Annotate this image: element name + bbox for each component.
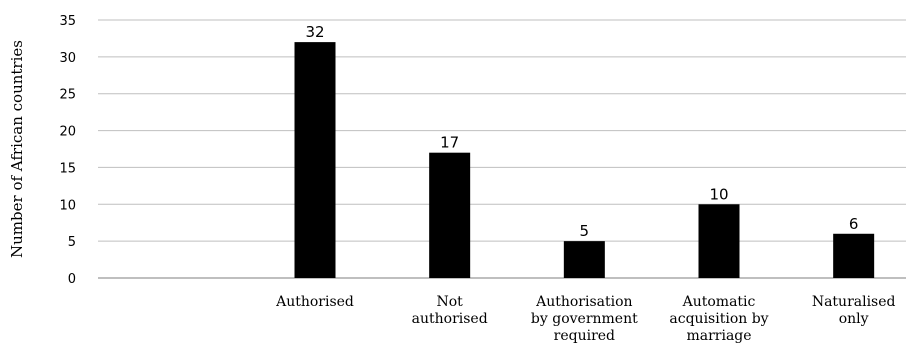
x-axis-categories: Authorised Not authorised Authorisation by g… (275, 294, 895, 344)
bar (563, 241, 605, 278)
x-tick-label: Naturalised only (812, 294, 896, 327)
y-axis-label: Number of African countries (8, 40, 26, 258)
data-labels: 32 17 5 10 6 (305, 23, 858, 240)
bar (294, 42, 336, 278)
y-tick-label: 35 (59, 14, 76, 29)
bar (698, 204, 740, 278)
x-tick-label: Not authorised (412, 294, 488, 327)
y-axis-ticks: 0 5 10 15 20 25 30 35 (59, 14, 76, 287)
data-label: 6 (849, 215, 859, 233)
y-tick-label: 30 (59, 51, 76, 66)
data-label: 5 (580, 222, 590, 240)
x-tick-label: Automatic acquisition by marriage (669, 294, 768, 344)
y-tick-label: 0 (68, 272, 76, 287)
gridlines (98, 19, 906, 279)
bars (294, 42, 875, 278)
y-tick-label: 10 (59, 198, 76, 213)
y-tick-label: 15 (59, 161, 76, 176)
bar (429, 152, 471, 278)
x-tick-label: Authorised (275, 294, 354, 310)
y-tick-label: 25 (59, 88, 76, 103)
y-tick-label: 20 (59, 125, 76, 140)
data-label: 17 (440, 134, 459, 152)
bar (833, 233, 875, 278)
data-label: 32 (305, 23, 324, 41)
data-label: 10 (709, 185, 728, 203)
y-tick-label: 5 (68, 235, 76, 250)
x-tick-label: Authorisation by government required (531, 294, 638, 344)
